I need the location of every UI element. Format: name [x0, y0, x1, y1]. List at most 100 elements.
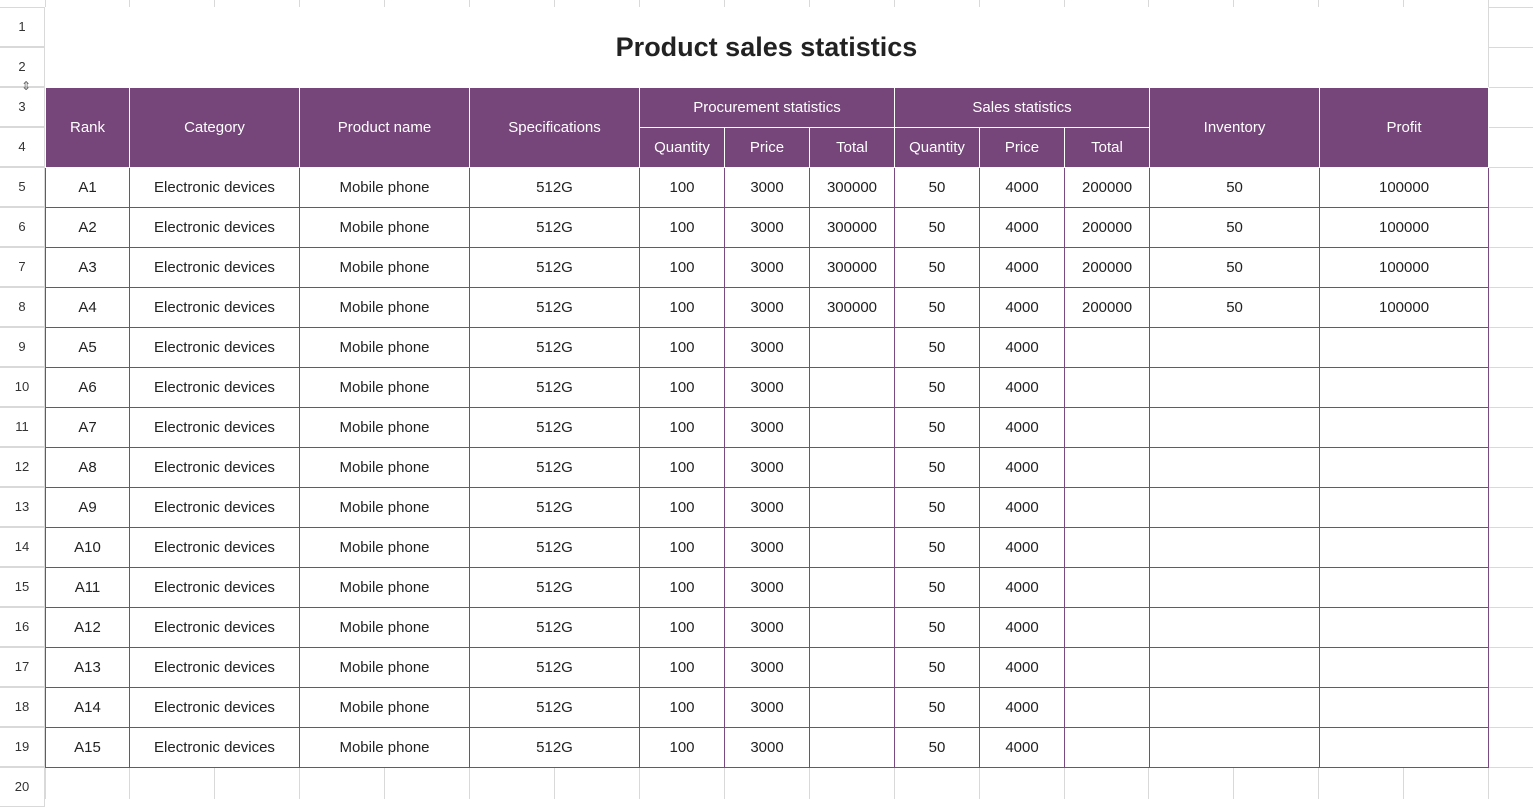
- cell-procurement-price[interactable]: 3000: [724, 407, 810, 448]
- cell-sales-price[interactable]: 4000: [979, 207, 1065, 248]
- cell-category[interactable]: Electronic devices: [129, 247, 300, 288]
- cell-sales-total[interactable]: [1063, 527, 1151, 568]
- cell-product-name[interactable]: Mobile phone: [299, 367, 470, 408]
- cell-procurement-total[interactable]: [809, 567, 895, 608]
- cell-specifications[interactable]: 512G: [469, 367, 640, 408]
- cell-procurement-total[interactable]: 300000: [809, 287, 895, 328]
- cell-sales-price[interactable]: 4000: [979, 367, 1065, 408]
- header-rank[interactable]: Rank: [45, 87, 130, 168]
- cell-specifications[interactable]: 512G: [469, 487, 640, 528]
- cell-procurement-quantity[interactable]: 100: [639, 567, 725, 608]
- cell-inventory[interactable]: [1149, 687, 1321, 728]
- cell-procurement-price[interactable]: 3000: [724, 207, 810, 248]
- cell-procurement-price[interactable]: 3000: [724, 327, 810, 368]
- row-header[interactable]: 15: [0, 567, 44, 607]
- cell-profit[interactable]: [1319, 327, 1490, 368]
- cell-profit[interactable]: [1319, 727, 1490, 768]
- row-resize-icon[interactable]: ⇕: [20, 79, 32, 93]
- cell-procurement-quantity[interactable]: 100: [639, 527, 725, 568]
- cell-specifications[interactable]: 512G: [469, 447, 640, 488]
- cell-category[interactable]: Electronic devices: [129, 727, 300, 768]
- cell-sales-price[interactable]: 4000: [979, 727, 1065, 768]
- cell-profit[interactable]: [1319, 447, 1490, 488]
- header-procurement-price[interactable]: Price: [724, 127, 810, 168]
- cell-rank[interactable]: A4: [45, 287, 130, 328]
- cell-sales-quantity[interactable]: 50: [894, 247, 980, 288]
- row-header[interactable]: 6: [0, 207, 44, 247]
- cell-profit[interactable]: 100000: [1319, 207, 1490, 248]
- cell-sales-price[interactable]: 4000: [979, 287, 1065, 328]
- row-header[interactable]: 18: [0, 687, 44, 727]
- row-header[interactable]: 13: [0, 487, 44, 527]
- cell-procurement-total[interactable]: [809, 407, 895, 448]
- cell-inventory[interactable]: [1149, 447, 1321, 488]
- cell-product-name[interactable]: Mobile phone: [299, 167, 470, 208]
- cell-profit[interactable]: 100000: [1319, 247, 1490, 288]
- cell-profit[interactable]: 100000: [1319, 167, 1490, 208]
- cell-sales-quantity[interactable]: 50: [894, 207, 980, 248]
- header-inventory[interactable]: Inventory: [1149, 87, 1321, 168]
- cell-product-name[interactable]: Mobile phone: [299, 527, 470, 568]
- cell-rank[interactable]: A9: [45, 487, 130, 528]
- cell-sales-quantity[interactable]: 50: [894, 647, 980, 688]
- row-header[interactable]: 5: [0, 167, 44, 207]
- cell-sales-quantity[interactable]: 50: [894, 727, 980, 768]
- cell-category[interactable]: Electronic devices: [129, 647, 300, 688]
- cell-procurement-price[interactable]: 3000: [724, 607, 810, 648]
- cell-product-name[interactable]: Mobile phone: [299, 407, 470, 448]
- cell-category[interactable]: Electronic devices: [129, 327, 300, 368]
- cell-product-name[interactable]: Mobile phone: [299, 687, 470, 728]
- header-sales-statistics[interactable]: Sales statistics: [893, 87, 1151, 128]
- header-sales-total[interactable]: Total: [1063, 127, 1151, 168]
- cell-procurement-price[interactable]: 3000: [724, 687, 810, 728]
- cell-rank[interactable]: A6: [45, 367, 130, 408]
- cell-procurement-price[interactable]: 3000: [724, 287, 810, 328]
- cell-sales-price[interactable]: 4000: [979, 247, 1065, 288]
- cell-sales-price[interactable]: 4000: [979, 687, 1065, 728]
- cell-sales-total[interactable]: [1063, 607, 1151, 648]
- cell-sales-price[interactable]: 4000: [979, 487, 1065, 528]
- cell-procurement-quantity[interactable]: 100: [639, 287, 725, 328]
- cell-inventory[interactable]: [1149, 327, 1321, 368]
- cell-sales-price[interactable]: 4000: [979, 527, 1065, 568]
- header-product-name[interactable]: Product name: [299, 87, 470, 168]
- cell-category[interactable]: Electronic devices: [129, 487, 300, 528]
- cell-product-name[interactable]: Mobile phone: [299, 607, 470, 648]
- cell-rank[interactable]: A12: [45, 607, 130, 648]
- cell-procurement-price[interactable]: 3000: [724, 567, 810, 608]
- row-header[interactable]: 10: [0, 367, 44, 407]
- cell-procurement-quantity[interactable]: 100: [639, 487, 725, 528]
- cell-profit[interactable]: [1319, 607, 1490, 648]
- cell-product-name[interactable]: Mobile phone: [299, 647, 470, 688]
- cell-sales-total[interactable]: [1063, 487, 1151, 528]
- cell-sales-quantity[interactable]: 50: [894, 287, 980, 328]
- header-procurement-quantity[interactable]: Quantity: [639, 127, 725, 168]
- cell-procurement-total[interactable]: [809, 607, 895, 648]
- cell-procurement-quantity[interactable]: 100: [639, 727, 725, 768]
- cell-procurement-total[interactable]: [809, 327, 895, 368]
- cell-category[interactable]: Electronic devices: [129, 207, 300, 248]
- cell-sales-total[interactable]: [1063, 367, 1151, 408]
- cell-inventory[interactable]: [1149, 647, 1321, 688]
- cell-procurement-total[interactable]: [809, 447, 895, 488]
- cell-product-name[interactable]: Mobile phone: [299, 287, 470, 328]
- cell-sales-total[interactable]: [1063, 727, 1151, 768]
- header-profit[interactable]: Profit: [1319, 87, 1490, 168]
- cell-procurement-total[interactable]: 300000: [809, 207, 895, 248]
- row-header[interactable]: 4: [0, 127, 44, 167]
- cell-sales-total[interactable]: [1063, 647, 1151, 688]
- cell-product-name[interactable]: Mobile phone: [299, 567, 470, 608]
- cell-category[interactable]: Electronic devices: [129, 687, 300, 728]
- cell-category[interactable]: Electronic devices: [129, 167, 300, 208]
- cell-specifications[interactable]: 512G: [469, 727, 640, 768]
- cell-procurement-price[interactable]: 3000: [724, 487, 810, 528]
- cell-inventory[interactable]: 50: [1149, 207, 1321, 248]
- row-header[interactable]: 12: [0, 447, 44, 487]
- cell-specifications[interactable]: 512G: [469, 687, 640, 728]
- cell-rank[interactable]: A15: [45, 727, 130, 768]
- cell-category[interactable]: Electronic devices: [129, 287, 300, 328]
- header-specifications[interactable]: Specifications: [469, 87, 640, 168]
- cell-sales-price[interactable]: 4000: [979, 407, 1065, 448]
- cell-procurement-price[interactable]: 3000: [724, 647, 810, 688]
- cell-profit[interactable]: [1319, 487, 1490, 528]
